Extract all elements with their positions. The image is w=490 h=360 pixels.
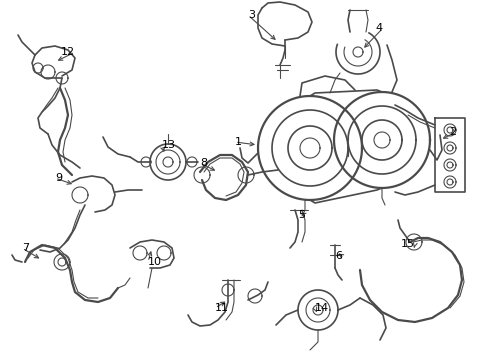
Text: 10: 10 bbox=[148, 257, 162, 267]
Text: 8: 8 bbox=[200, 158, 207, 168]
Text: 2: 2 bbox=[449, 127, 456, 137]
Text: 4: 4 bbox=[376, 23, 383, 33]
Text: 5: 5 bbox=[298, 210, 305, 220]
Text: 7: 7 bbox=[22, 243, 29, 253]
Text: 1: 1 bbox=[235, 137, 242, 147]
Text: 13: 13 bbox=[162, 140, 176, 150]
Text: 6: 6 bbox=[335, 251, 342, 261]
Text: 15: 15 bbox=[401, 239, 415, 249]
Text: 9: 9 bbox=[55, 173, 62, 183]
Text: 14: 14 bbox=[315, 303, 329, 313]
Text: 3: 3 bbox=[248, 10, 255, 20]
Text: 12: 12 bbox=[61, 47, 75, 57]
Text: 11: 11 bbox=[215, 303, 229, 313]
